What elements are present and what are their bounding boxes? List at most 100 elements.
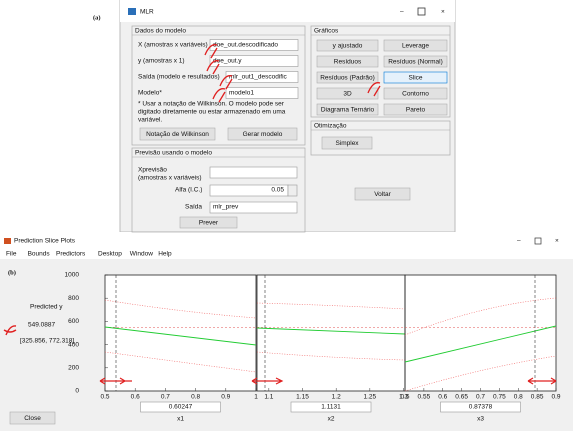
ci-upper — [104, 299, 257, 319]
note-text: * Usar a notação de Wilkinson. O modelo … — [138, 101, 285, 108]
window-title: Prediction Slice Plots — [14, 238, 76, 245]
x-tick-label: 0.5 — [100, 394, 109, 401]
predictor-name: x3 — [477, 416, 484, 423]
x-tick-label: 0.8 — [514, 394, 523, 401]
close[interactable]: × — [441, 9, 445, 16]
x-tick-label: 1.3 — [399, 394, 408, 401]
field-value: modelo1 — [229, 90, 254, 97]
minimize[interactable]: – — [517, 238, 521, 245]
menu-item: Bounds — [28, 251, 51, 258]
plot-area — [105, 275, 556, 391]
predictor-name: x2 — [328, 416, 335, 423]
button[interactable] — [316, 39, 379, 52]
prediction-curve — [256, 327, 406, 335]
text-field[interactable] — [209, 39, 299, 51]
field-value: mlr_out1_descodific — [229, 74, 288, 81]
button[interactable] — [383, 103, 448, 116]
x-tick-label: 0.8 — [191, 394, 200, 401]
button-label: Gerar modelo — [243, 131, 283, 138]
annotation — [219, 75, 233, 90]
menu-item: File — [6, 251, 17, 258]
text-field[interactable] — [209, 201, 298, 214]
value-text: 0.60247 — [169, 404, 193, 411]
button-label: Prever — [199, 220, 219, 227]
app-icon — [4, 238, 11, 244]
button-label: 3D — [343, 91, 352, 98]
button[interactable] — [316, 55, 379, 68]
x-tick-label: 0.9 — [551, 394, 560, 401]
group-box — [310, 120, 451, 156]
value-field[interactable] — [140, 401, 221, 413]
prediction-curve — [404, 325, 557, 363]
text-field[interactable] — [209, 166, 298, 179]
x-tick-label: 0.7 — [161, 394, 170, 401]
predicted-interval: [325.856, 772.318] — [20, 338, 74, 345]
note-text: variável. — [138, 117, 162, 124]
button-label: Notação de Wilkinson — [146, 131, 209, 138]
menu-item: Predictors — [56, 251, 86, 258]
x-tick-label: 0.85 — [531, 394, 544, 401]
button[interactable] — [139, 127, 216, 141]
field-label: Saída (modelo e resultados) — [138, 74, 220, 81]
button-label: Slice — [408, 75, 422, 82]
value-field[interactable] — [440, 401, 521, 413]
group-title: Gráficos — [314, 28, 339, 35]
button-label: Simplex — [335, 140, 359, 147]
annotation — [204, 44, 218, 59]
button[interactable] — [179, 216, 238, 229]
button-label: Close — [24, 415, 41, 422]
value-field[interactable] — [290, 401, 372, 413]
y-tick-label: 600 — [68, 318, 79, 325]
button[interactable] — [383, 39, 448, 52]
text-field[interactable] — [209, 55, 299, 67]
maximize[interactable] — [534, 237, 542, 245]
text-field[interactable] — [225, 87, 299, 99]
button-label: Contorno — [402, 91, 429, 98]
field-value: mlr_prev — [213, 204, 239, 211]
button[interactable] — [316, 103, 379, 116]
annotation — [3, 325, 17, 336]
ci-lower — [104, 351, 257, 373]
button[interactable] — [383, 55, 448, 68]
spinner[interactable] — [287, 184, 298, 197]
button[interactable] — [354, 187, 411, 201]
y-tick-label: 1000 — [65, 272, 80, 279]
x-tick-label: 0.5 — [400, 394, 409, 401]
x-tick-label: 1 — [254, 394, 258, 401]
button[interactable] — [227, 127, 298, 141]
maximize[interactable] — [417, 7, 426, 16]
button-label: Resíduos (Padrão) — [320, 75, 375, 82]
button[interactable] — [383, 87, 448, 100]
button[interactable] — [383, 71, 448, 84]
field-value: 0.05 — [271, 187, 284, 194]
group-box — [310, 25, 451, 118]
x-tick-label: 1.15 — [296, 394, 309, 401]
predicted-value: 549.0887 — [28, 322, 55, 329]
x-tick-label: 0.75 — [493, 394, 506, 401]
field-value: doe_out.y — [213, 58, 242, 65]
note-text: digitado diretamente ou estar armazenado… — [138, 109, 286, 116]
field-label: Modelo* — [138, 90, 162, 97]
group-box — [131, 25, 306, 146]
button[interactable] — [316, 71, 379, 84]
minimize[interactable]: – — [400, 9, 404, 16]
annotation — [206, 60, 220, 75]
field-label: X (amostras x variáveis) — [138, 42, 208, 49]
button[interactable] — [316, 87, 379, 100]
button[interactable] — [321, 136, 373, 150]
y-tick-label: 0 — [75, 388, 79, 395]
panel-label: (b) — [8, 269, 16, 276]
annotation — [367, 82, 381, 97]
menu-bar — [0, 248, 573, 259]
button[interactable] — [9, 411, 56, 425]
x-tick-label: 0.65 — [455, 394, 468, 401]
close[interactable]: × — [555, 238, 559, 245]
menu-item: Help — [158, 251, 172, 258]
x-tick-label: 1.25 — [364, 394, 377, 401]
slice-plot — [104, 274, 257, 392]
field-label: Xprevisão — [138, 167, 167, 174]
x-tick-label: 0.6 — [438, 394, 447, 401]
ci-upper — [404, 297, 557, 336]
button-label: Diagrama Ternário — [321, 107, 375, 114]
